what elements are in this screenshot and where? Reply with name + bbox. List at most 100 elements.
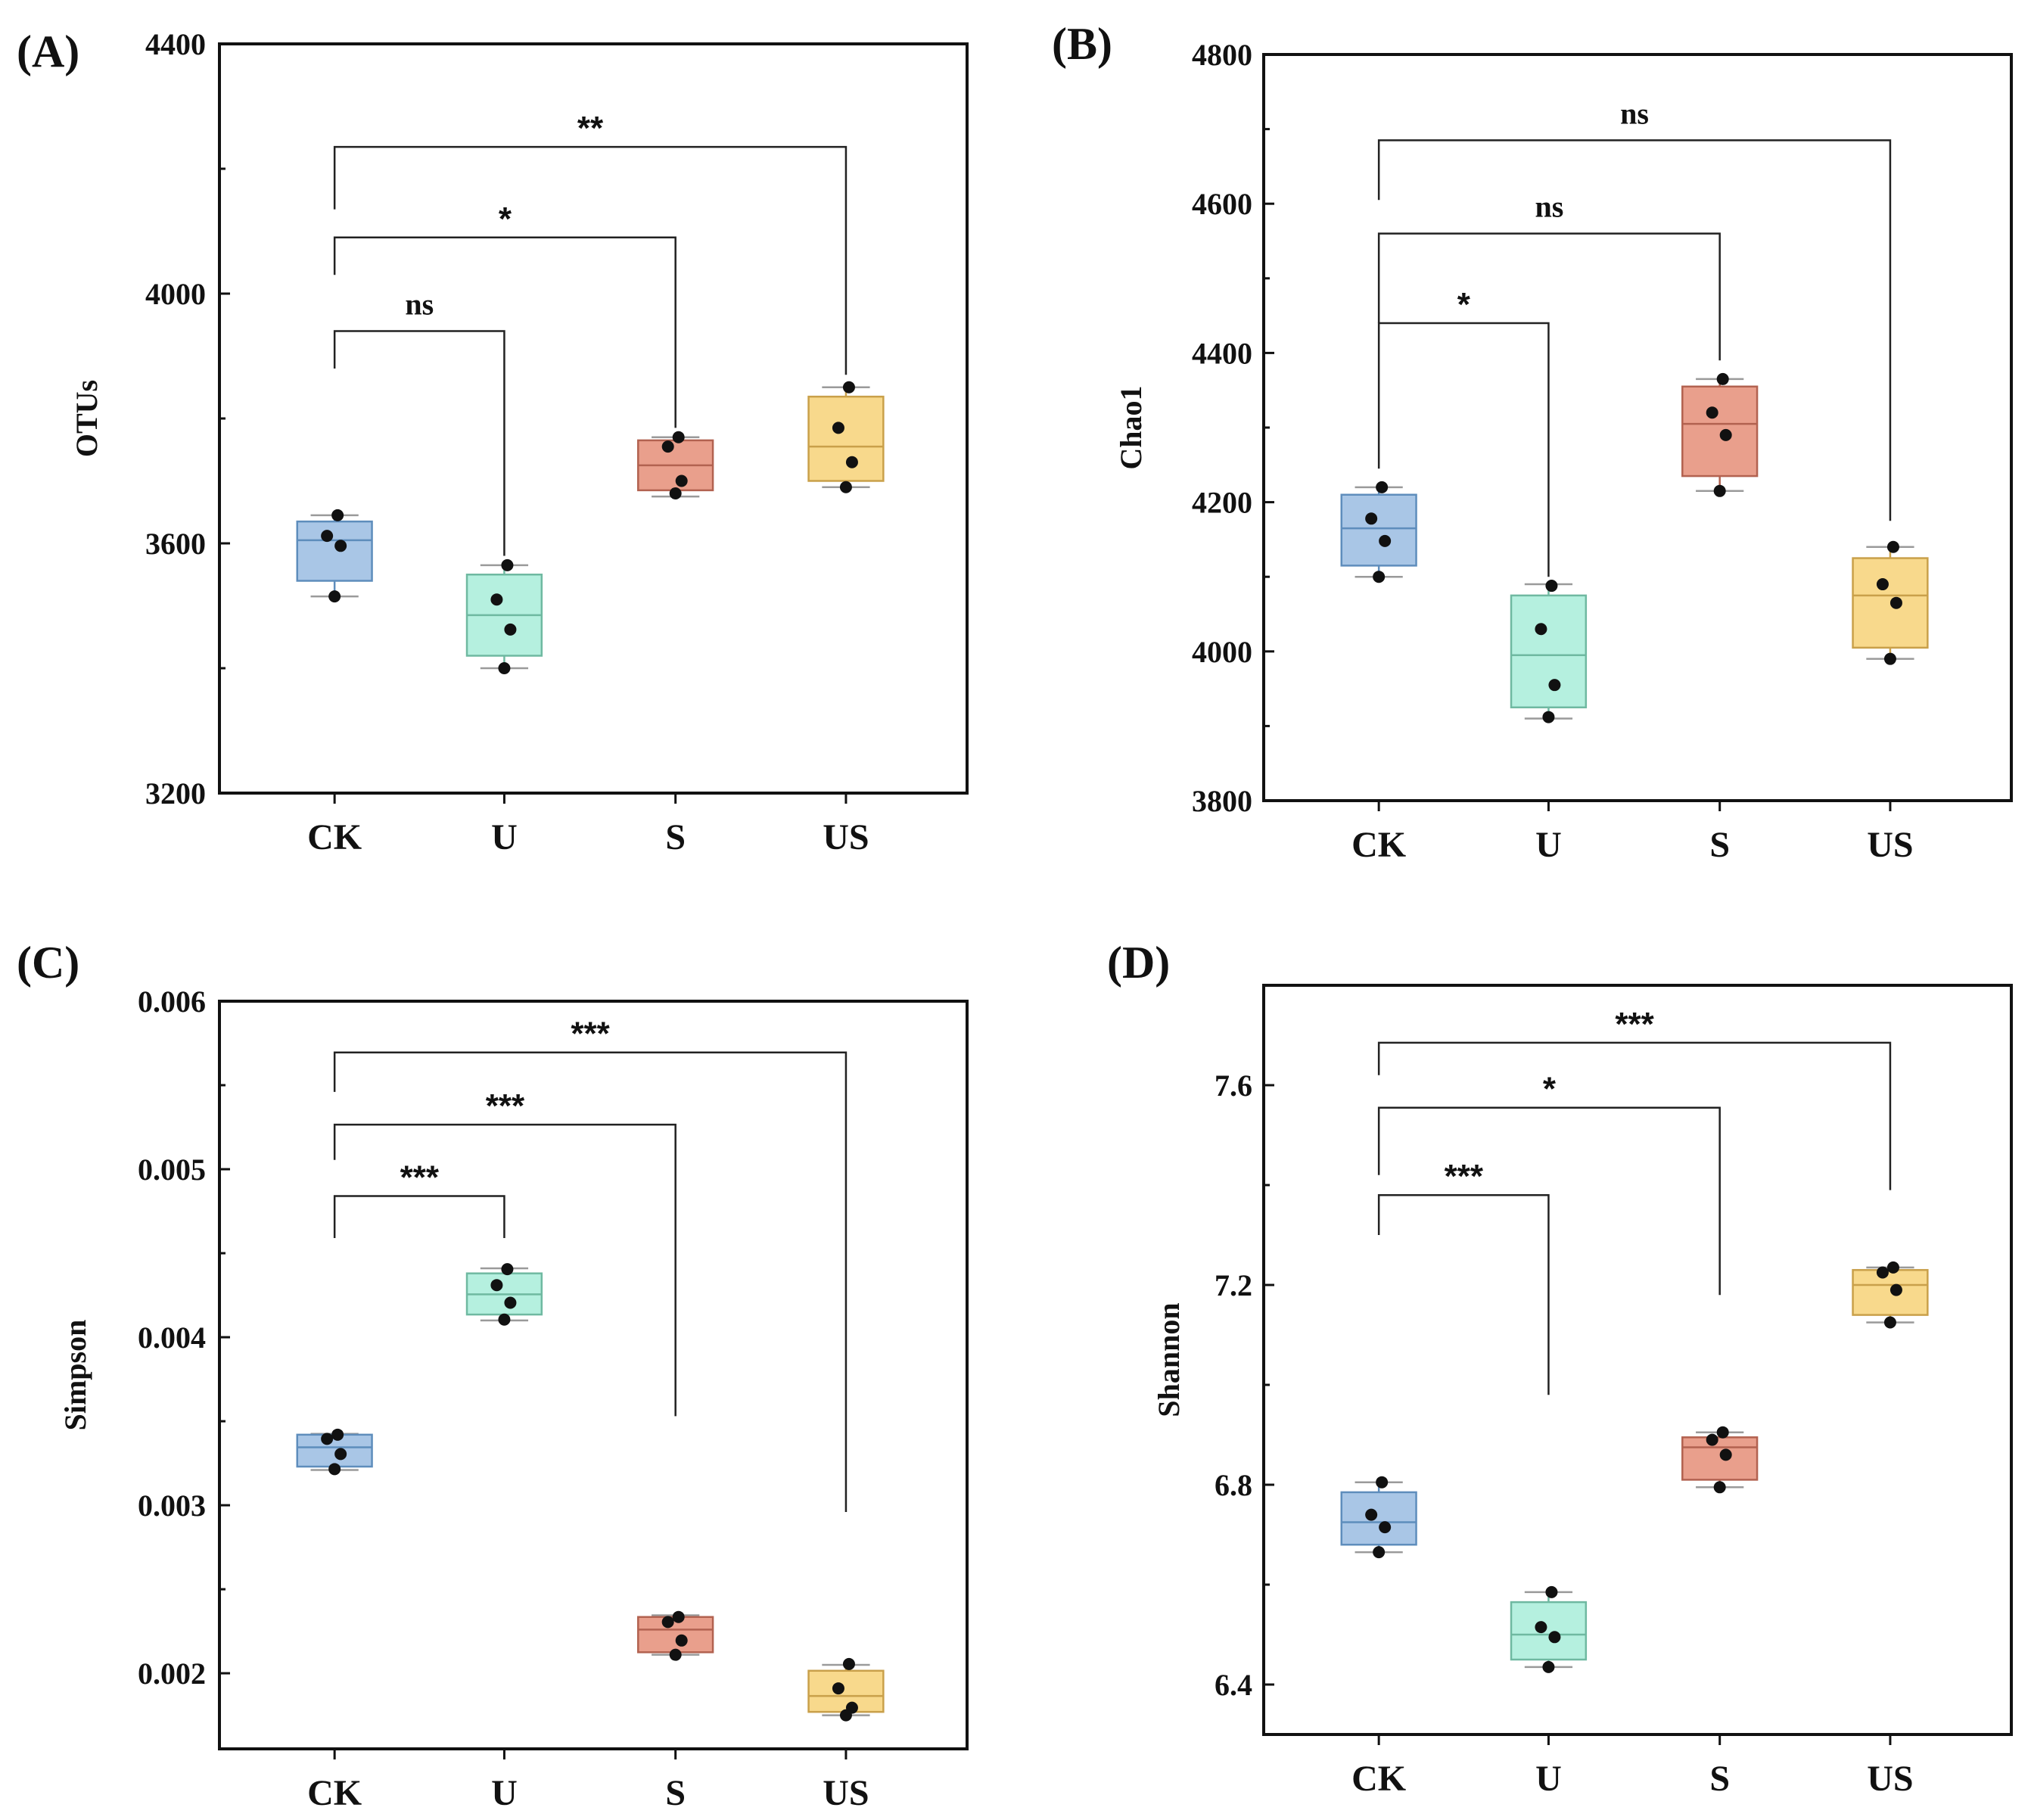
significance-bracket	[333, 1051, 848, 1512]
data-point	[675, 474, 688, 487]
x-category-label: CK	[307, 817, 362, 857]
data-point	[1716, 1426, 1729, 1439]
significance-bracket	[333, 1123, 676, 1417]
data-point	[842, 1657, 855, 1670]
y-tick-label: 3800	[1192, 784, 1252, 818]
x-category-label: S	[1709, 1759, 1730, 1799]
box-us	[807, 1657, 885, 1722]
y-tick-label: 4800	[1192, 38, 1252, 72]
data-point	[1889, 1283, 1902, 1296]
data-point	[1379, 1521, 1392, 1534]
data-point	[839, 1709, 852, 1722]
significance-label: ***	[486, 1087, 525, 1125]
data-point	[1545, 1585, 1558, 1598]
y-tick-label: 0.004	[138, 1321, 206, 1355]
box-u	[1510, 1585, 1588, 1673]
x-category-label: CK	[1351, 1759, 1406, 1799]
data-point	[1373, 1546, 1386, 1559]
box-u	[465, 1263, 543, 1326]
x-category-label: S	[665, 817, 686, 857]
box-iqr	[1510, 1601, 1588, 1661]
panel-label: (D)	[1107, 938, 1170, 988]
x-category-label: S	[1709, 825, 1730, 865]
data-point	[1719, 1448, 1732, 1461]
data-point	[845, 456, 858, 468]
x-category-label: US	[1867, 825, 1913, 865]
data-point	[1545, 580, 1558, 593]
significance-bracket	[1377, 139, 1892, 521]
significance-label: *	[499, 201, 512, 238]
y-axis-title: Simpson	[58, 1320, 92, 1431]
y-tick-label: 0.006	[138, 985, 206, 1019]
data-point	[1379, 534, 1392, 547]
significance-bracket	[333, 330, 505, 556]
significance-label: ns	[405, 288, 434, 322]
data-point	[1548, 1631, 1561, 1644]
significance-bracket	[333, 145, 848, 375]
box-us	[1852, 1261, 1929, 1329]
data-point	[1716, 372, 1729, 385]
data-point	[490, 593, 503, 606]
data-point	[331, 1428, 344, 1441]
y-tick-label: 0.005	[138, 1153, 206, 1187]
box-ck	[1340, 481, 1417, 583]
box-iqr	[1852, 557, 1929, 649]
data-point	[661, 1616, 674, 1629]
significance-bracket	[1377, 322, 1550, 577]
x-category-label: U	[1535, 1759, 1562, 1799]
plot-frame	[1262, 53, 2013, 802]
significance-label: ***	[400, 1159, 440, 1196]
box-us	[807, 381, 885, 493]
data-point	[504, 1296, 517, 1309]
x-category-label: S	[665, 1773, 686, 1813]
plot-frame	[218, 1000, 969, 1750]
y-axis-title: OTUs	[70, 380, 104, 457]
significance-bracket	[1377, 1193, 1550, 1395]
y-tick-label: 4400	[1192, 336, 1252, 370]
data-point	[1706, 1433, 1718, 1446]
data-point	[832, 422, 844, 434]
box-s	[637, 1610, 714, 1661]
box-iqr	[807, 395, 885, 482]
y-tick-label: 3600	[145, 527, 206, 561]
data-point	[328, 590, 341, 603]
y-tick-label: 4400	[145, 27, 206, 61]
box-iqr	[1852, 1268, 1929, 1316]
significance-bracket	[333, 1195, 505, 1239]
y-tick-label: 0.002	[138, 1657, 206, 1691]
box-ck	[296, 509, 373, 603]
data-point	[1365, 512, 1378, 525]
significance-bracket	[1377, 1041, 1892, 1190]
data-point	[842, 381, 855, 394]
data-point	[1376, 1476, 1389, 1489]
y-tick-label: 4000	[145, 277, 206, 311]
x-category-label: US	[823, 817, 869, 857]
significance-label: ***	[1615, 1006, 1654, 1043]
data-point	[1713, 484, 1726, 497]
x-category-label: U	[1535, 825, 1562, 865]
data-point	[1365, 1508, 1378, 1521]
plot-frame	[1262, 984, 2013, 1736]
significance-label: *	[1457, 286, 1471, 323]
data-point	[669, 487, 682, 499]
data-point	[1883, 652, 1896, 665]
x-category-label: CK	[1351, 825, 1406, 865]
x-category-label: U	[491, 1773, 518, 1813]
data-point	[504, 623, 517, 636]
y-tick-label: 3200	[145, 776, 206, 810]
box-u	[1510, 580, 1588, 723]
box-us	[1852, 540, 1929, 665]
x-category-label: U	[491, 817, 518, 857]
y-tick-label: 0.003	[138, 1489, 206, 1523]
data-point	[1376, 481, 1389, 493]
data-point	[1542, 711, 1555, 723]
box-iqr	[296, 520, 373, 582]
data-point	[839, 481, 852, 493]
data-point	[669, 1648, 682, 1661]
data-point	[1719, 428, 1732, 441]
data-point	[832, 1682, 844, 1695]
x-category-label: CK	[307, 1773, 362, 1813]
